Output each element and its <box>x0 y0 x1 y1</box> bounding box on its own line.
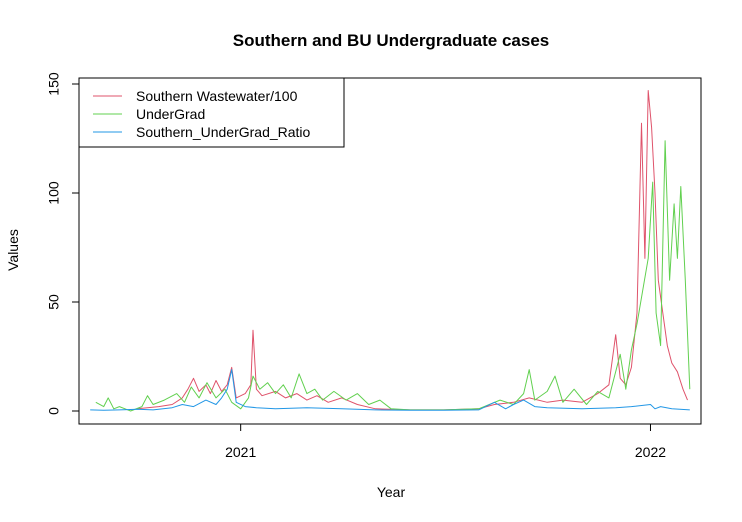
y-tick-label: 100 <box>46 181 62 205</box>
y-axis-label: Values <box>5 229 21 271</box>
y-tick-label: 150 <box>46 72 62 96</box>
plot-frame <box>78 77 702 425</box>
axis-layer: 0 50 100 150 2021 2022 <box>46 72 667 460</box>
series-line-3 <box>90 369 690 411</box>
y-tick-label: 0 <box>46 407 62 415</box>
x-axis-label: Year <box>377 484 406 500</box>
legend-entry-label: UnderGrad <box>136 106 205 122</box>
legend-entry-label: Southern_UnderGrad_Ratio <box>136 124 311 140</box>
legend-box <box>78 77 345 148</box>
x-tick-label: 2021 <box>225 444 256 460</box>
legend: Southern Wastewater/100 UnderGrad Southern… <box>78 77 345 148</box>
chart-title: Southern and BU Undergraduate cases <box>233 31 549 50</box>
series-line-2 <box>95 140 691 412</box>
series-layer <box>90 90 691 412</box>
y-tick-label: 50 <box>46 294 62 310</box>
x-tick-label: 2022 <box>635 444 666 460</box>
legend-entry-label: Southern Wastewater/100 <box>136 88 298 104</box>
